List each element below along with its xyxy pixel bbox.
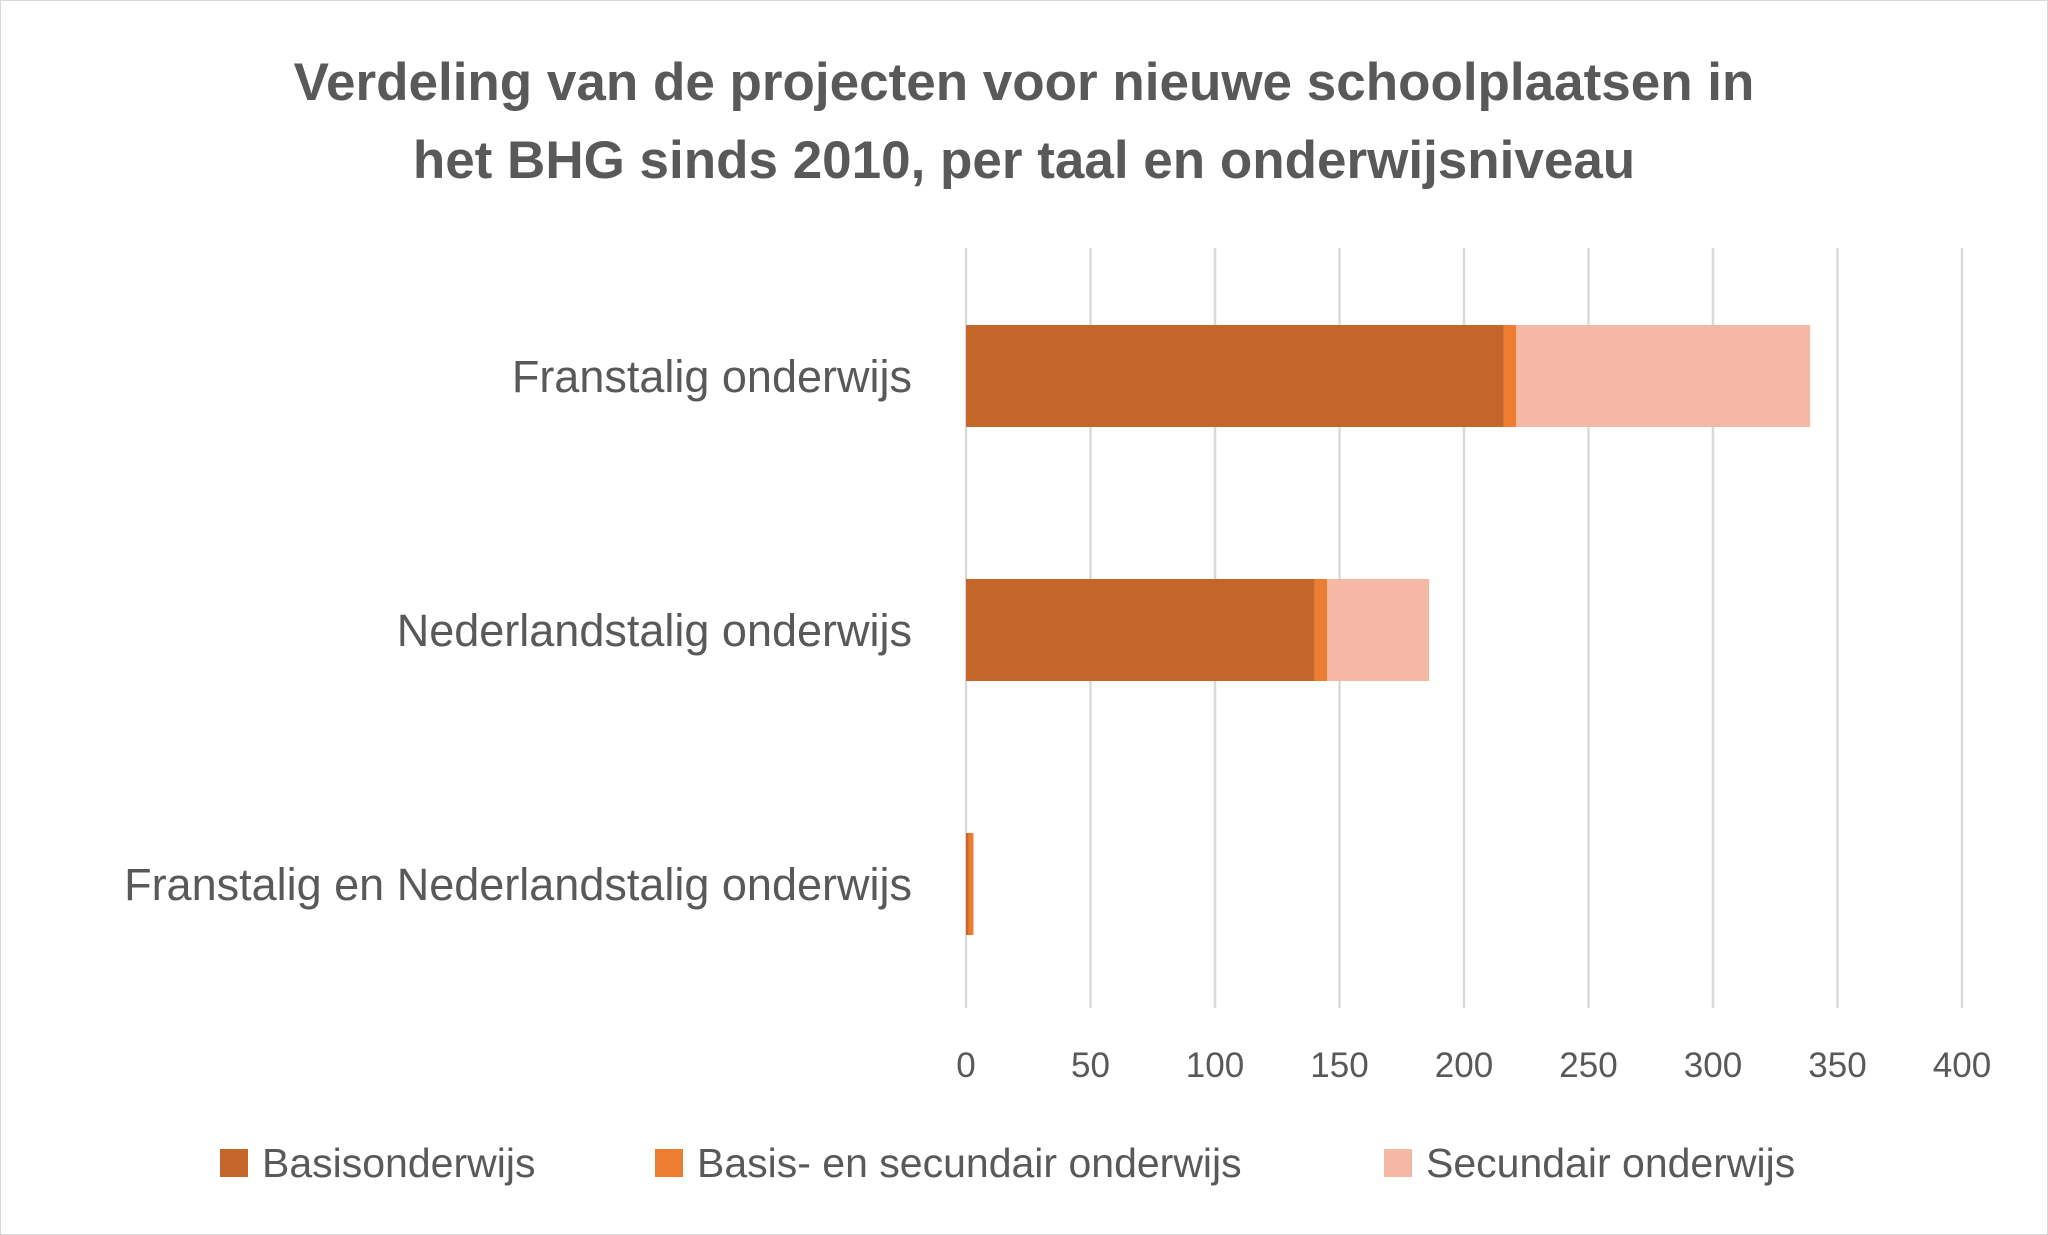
legend-swatch-1 bbox=[655, 1149, 683, 1177]
bar-0-2 bbox=[1516, 325, 1811, 427]
category-label-2: Franstalig en Nederlandstalig onderwijs bbox=[124, 859, 912, 910]
legend-label-0: Basisonderwijs bbox=[262, 1140, 535, 1186]
x-tick-label-5: 250 bbox=[1559, 1046, 1617, 1085]
bar-2-1 bbox=[968, 833, 974, 935]
legend-label-1: Basis- en secundair onderwijs bbox=[697, 1140, 1242, 1186]
x-tick-label-1: 50 bbox=[1071, 1046, 1110, 1085]
bar-1-0 bbox=[966, 579, 1315, 681]
x-axis-tick-labels: 0 50 100 150 200 250 300 350 400 bbox=[956, 1046, 1991, 1085]
legend: Basisonderwijs Basis- en secundair onderw… bbox=[220, 1140, 1795, 1186]
bar-0-0 bbox=[966, 325, 1504, 427]
chart-title-line-2: het BHG sinds 2010, per taal en onderwij… bbox=[412, 131, 1636, 190]
x-tick-label-3: 150 bbox=[1310, 1046, 1368, 1085]
legend-swatch-0 bbox=[220, 1149, 248, 1177]
x-tick-label-0: 0 bbox=[956, 1046, 975, 1085]
legend-swatch-2 bbox=[1384, 1149, 1412, 1177]
x-tick-label-4: 200 bbox=[1435, 1046, 1493, 1085]
bar-0-1 bbox=[1503, 325, 1517, 427]
x-tick-label-7: 350 bbox=[1808, 1046, 1866, 1085]
bars bbox=[966, 325, 1811, 935]
category-label-1: Nederlandstalig onderwijs bbox=[397, 605, 912, 656]
chart-title: Verdeling van de projecten voor nieuwe s… bbox=[0, 44, 2048, 200]
x-tick-label-2: 100 bbox=[1186, 1046, 1244, 1085]
legend-label-2: Secundair onderwijs bbox=[1426, 1140, 1795, 1186]
bar-2-0 bbox=[966, 833, 969, 935]
category-labels: Franstalig onderwijs Nederlandstalig onde… bbox=[124, 351, 912, 910]
category-label-0: Franstalig onderwijs bbox=[512, 351, 912, 402]
x-tick-label-6: 300 bbox=[1684, 1046, 1742, 1085]
chart-title-line-1: Verdeling van de projecten voor nieuwe s… bbox=[293, 53, 1755, 112]
bar-1-2 bbox=[1327, 579, 1430, 681]
bar-1-1 bbox=[1314, 579, 1328, 681]
x-tick-label-8: 400 bbox=[1933, 1046, 1991, 1085]
